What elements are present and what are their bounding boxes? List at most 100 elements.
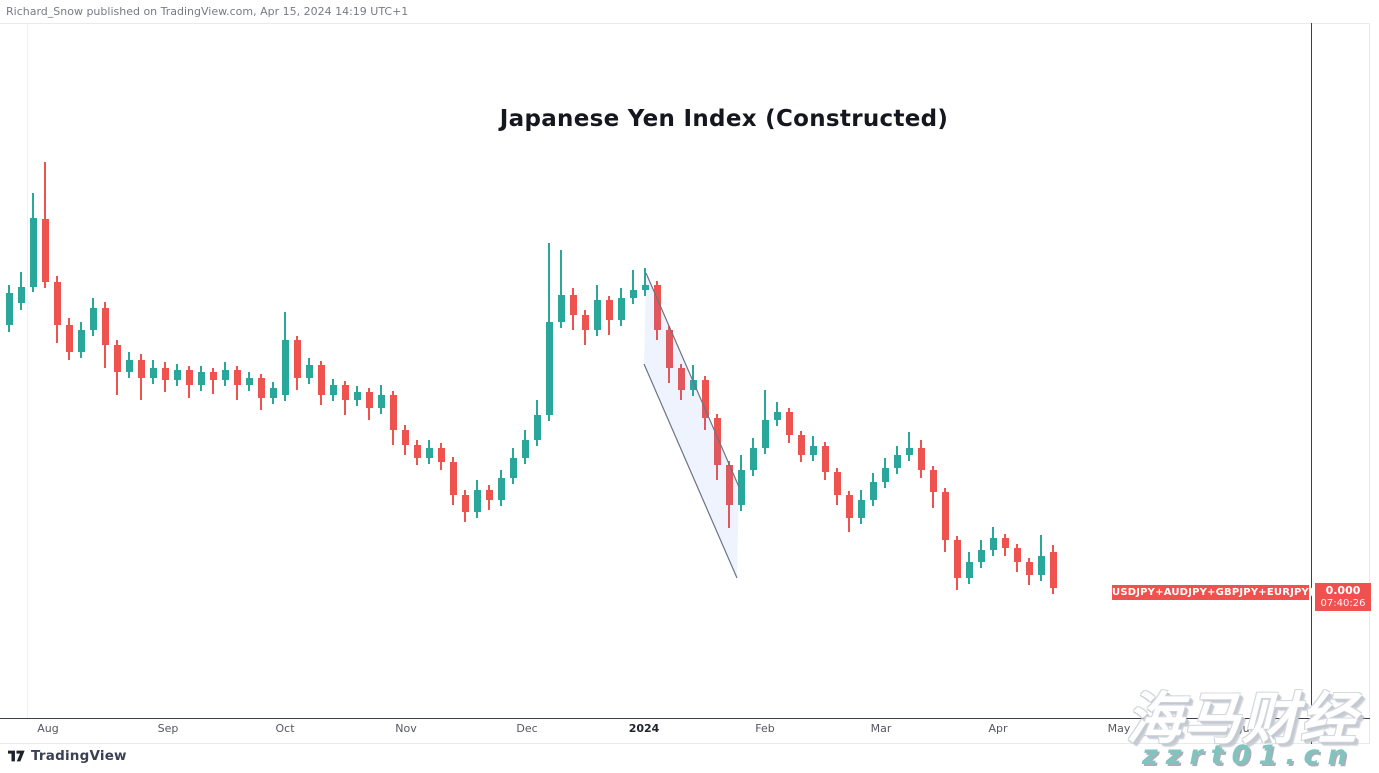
x-axis-label: Oct <box>275 722 295 735</box>
x-axis-label: Mar <box>870 722 892 735</box>
candle-body <box>437 448 445 462</box>
candle-body <box>521 440 529 458</box>
candle-body <box>1013 548 1021 562</box>
candle-body <box>701 380 709 418</box>
tradingview-logo-text: TradingView <box>31 748 127 764</box>
candle-body <box>977 550 985 562</box>
series-formula-label: 1/(USDJPY+AUDJPY+GBPJPY+EURJPY)/4 <box>1096 585 1325 600</box>
x-axis-label: 2024 <box>628 722 660 735</box>
candle-body <box>905 448 913 455</box>
candle-body <box>881 468 889 482</box>
candle-body <box>413 445 421 458</box>
candle-body <box>773 412 781 420</box>
candle-body <box>113 345 121 372</box>
candle-body <box>497 478 505 500</box>
candle-body <box>269 388 277 398</box>
candle-body <box>65 325 73 352</box>
time-axis-line[interactable] <box>0 718 1370 719</box>
candle-body <box>401 430 409 445</box>
candle-body <box>161 368 169 380</box>
candle-body <box>857 500 865 518</box>
candle-body <box>341 385 349 400</box>
candle-body <box>725 465 733 505</box>
candle-body <box>1037 556 1045 575</box>
bar-countdown: 07:40:26 <box>1320 598 1366 609</box>
candle-body <box>869 482 877 500</box>
candle-body <box>317 365 325 395</box>
x-axis-label: Nov <box>395 722 417 735</box>
candle-body <box>425 448 433 458</box>
candle-body <box>17 287 25 303</box>
candle-body <box>665 330 673 368</box>
candle-body <box>593 300 601 330</box>
x-axis-label: Feb <box>755 722 775 735</box>
candle-body <box>53 282 61 325</box>
candle-wick <box>908 432 910 461</box>
candle-body <box>953 540 961 578</box>
candle-body <box>29 218 37 287</box>
x-axis-label: May <box>1107 722 1131 735</box>
candle-body <box>329 385 337 395</box>
candle-wick <box>644 268 646 296</box>
candle-body <box>149 368 157 378</box>
candle-body <box>257 378 265 398</box>
tradingview-logo-icon <box>8 749 25 763</box>
candle-body <box>209 372 217 380</box>
candle-body <box>545 322 553 415</box>
candle-body <box>821 446 829 472</box>
x-axis-label: Jun <box>1239 722 1257 735</box>
candle-body <box>893 455 901 468</box>
candle-body <box>101 308 109 345</box>
candle-body <box>833 472 841 495</box>
candle-body <box>785 412 793 435</box>
left-pane-border <box>27 24 28 718</box>
candle-body <box>461 495 469 512</box>
candle-body <box>1049 552 1057 588</box>
candle-body <box>1025 562 1033 575</box>
candle-body <box>173 370 181 380</box>
price-scale-separator[interactable] <box>1311 23 1312 744</box>
candle-body <box>353 392 361 400</box>
candle-body <box>449 462 457 495</box>
candle-body <box>221 370 229 380</box>
tradingview-logo[interactable]: TradingView <box>8 748 127 764</box>
candle-body <box>557 295 565 322</box>
candle-body <box>713 418 721 465</box>
last-price-box: 0.000 07:40:26 <box>1315 583 1371 611</box>
candle-body <box>473 490 481 512</box>
candle-body <box>5 293 13 325</box>
candle-body <box>1001 538 1009 548</box>
candle-body <box>581 315 589 330</box>
candle-body <box>485 490 493 500</box>
candle-body <box>917 448 925 470</box>
candle-body <box>629 290 637 298</box>
candle-body <box>365 392 373 408</box>
candle-body <box>989 538 997 550</box>
candle-body <box>569 295 577 315</box>
watermark-chinese-text: 海马财经 <box>1126 687 1358 752</box>
candle-body <box>737 470 745 505</box>
candle-body <box>377 395 385 408</box>
attribution-text[interactable]: Richard_Snow published on TradingView.co… <box>6 5 409 18</box>
candle-body <box>761 420 769 448</box>
candle-body <box>125 360 133 372</box>
candle-body <box>797 435 805 455</box>
last-price-value: 0.000 <box>1325 584 1361 597</box>
x-axis-label: Apr <box>988 722 1008 735</box>
candle-body <box>137 360 145 378</box>
candle-body <box>617 298 625 320</box>
watermark-url-text: zzrt01.cn <box>1142 740 1355 771</box>
candle-body <box>809 446 817 455</box>
candle-body <box>197 372 205 385</box>
candle-body <box>89 308 97 330</box>
candle-body <box>293 340 301 378</box>
candle-body <box>533 415 541 440</box>
candle-body <box>605 300 613 320</box>
candle-body <box>677 368 685 390</box>
candle-body <box>509 458 517 478</box>
candle-body <box>749 448 757 470</box>
x-axis-label: Dec <box>516 722 538 735</box>
candle-body <box>41 219 49 282</box>
x-axis-label: Sep <box>157 722 179 735</box>
